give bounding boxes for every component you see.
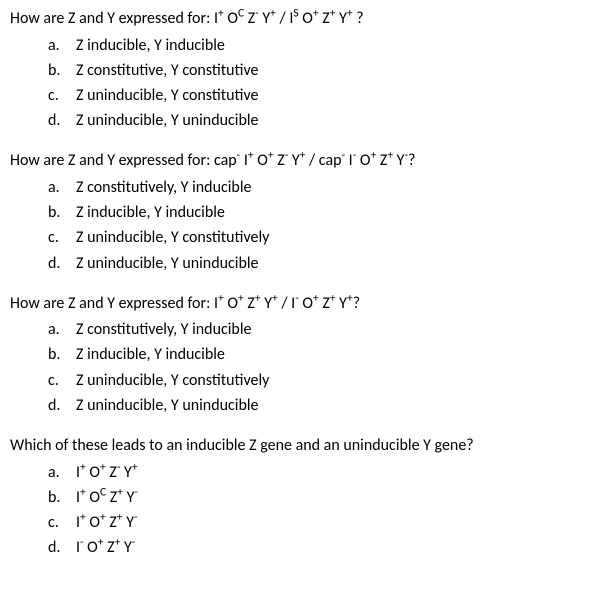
option-letter: c. [48, 511, 76, 534]
question-2-options: a. Z constitutively, Y inducible b. Z in… [10, 176, 586, 275]
option-text: Z uninducible, Y constitutive [76, 84, 259, 107]
question-3-prefix: How are Z and Y expressed for: [10, 294, 214, 313]
option-2c: c. Z uninducible, Y constitutively [48, 226, 586, 249]
option-1c: c. Z uninducible, Y constitutive [48, 84, 586, 107]
question-4-stem: Which of these leads to an inducible Z g… [10, 435, 586, 457]
option-letter: d. [48, 252, 76, 275]
question-4: Which of these leads to an inducible Z g… [10, 435, 586, 559]
option-2d: d. Z uninducible, Y uninducible [48, 252, 586, 275]
option-letter: d. [48, 536, 76, 559]
question-1-options: a. Z inducible, Y inducible b. Z constit… [10, 34, 586, 133]
option-letter: d. [48, 109, 76, 132]
option-3b: b. Z inducible, Y inducible [48, 343, 586, 366]
question-1-prefix: How are Z and Y expressed for: [10, 9, 214, 28]
question-2: How are Z and Y expressed for: cap- I+ O… [10, 150, 586, 274]
option-3a: a. Z constitutively, Y inducible [48, 318, 586, 341]
question-1: How are Z and Y expressed for: I+ OC Z- … [10, 8, 586, 132]
question-2-prefix: How are Z and Y expressed for: [10, 151, 214, 170]
option-3c: c. Z uninducible, Y constitutively [48, 369, 586, 392]
option-text: Z uninducible, Y constitutively [76, 226, 269, 249]
question-1-stem: How are Z and Y expressed for: I+ OC Z- … [10, 8, 586, 30]
option-letter: b. [48, 201, 76, 224]
option-text: Z uninducible, Y constitutively [76, 369, 269, 392]
option-letter: a. [48, 176, 76, 199]
option-text: Z uninducible, Y uninducible [76, 394, 259, 417]
question-4-options: a. I+ O+ Z- Y+ b. I+ OC Z+ Y- c. I+ O+ Z… [10, 461, 586, 560]
option-1d: d. Z uninducible, Y uninducible [48, 109, 586, 132]
option-letter: a. [48, 34, 76, 57]
option-2b: b. Z inducible, Y inducible [48, 201, 586, 224]
option-letter: b. [48, 343, 76, 366]
option-letter: b. [48, 59, 76, 82]
option-letter: b. [48, 486, 76, 509]
question-3-options: a. Z constitutively, Y inducible b. Z in… [10, 318, 586, 417]
question-2-stem: How are Z and Y expressed for: cap- I+ O… [10, 150, 586, 172]
option-2a: a. Z constitutively, Y inducible [48, 176, 586, 199]
option-4c: c. I+ O+ Z+ Y- [48, 511, 586, 534]
option-text: Z constitutively, Y inducible [76, 318, 251, 341]
option-text: Z inducible, Y inducible [76, 343, 225, 366]
option-text: I- O+ Z+ Y- [76, 536, 135, 559]
option-text: I+ O+ Z+ Y- [76, 511, 138, 534]
option-letter: c. [48, 84, 76, 107]
option-letter: d. [48, 394, 76, 417]
option-text: Z constitutively, Y inducible [76, 176, 251, 199]
option-text: I+ OC Z+ Y- [76, 486, 138, 509]
option-letter: c. [48, 226, 76, 249]
option-letter: a. [48, 318, 76, 341]
option-text: Z uninducible, Y uninducible [76, 109, 259, 132]
question-3-genotype: I+ O+ Z+ Y+ / I- O+ Z+ Y+? [214, 294, 360, 313]
option-4b: b. I+ OC Z+ Y- [48, 486, 586, 509]
question-3: How are Z and Y expressed for: I+ O+ Z+ … [10, 293, 586, 417]
question-2-genotype: cap- I+ O+ Z- Y+ / cap- I- O+ Z+ Y-? [214, 151, 415, 170]
question-3-stem: How are Z and Y expressed for: I+ O+ Z+ … [10, 293, 586, 315]
option-letter: a. [48, 461, 76, 484]
option-1a: a. Z inducible, Y inducible [48, 34, 586, 57]
question-1-genotype: I+ OC Z- Y+ / IS O+ Z+ Y+ ? [214, 9, 364, 28]
option-text: Z inducible, Y inducible [76, 34, 225, 57]
option-text: I+ O+ Z- Y+ [76, 461, 138, 484]
option-1b: b. Z constitutive, Y constitutive [48, 59, 586, 82]
option-4a: a. I+ O+ Z- Y+ [48, 461, 586, 484]
option-text: Z constitutive, Y constitutive [76, 59, 259, 82]
option-text: Z uninducible, Y uninducible [76, 252, 259, 275]
option-4d: d. I- O+ Z+ Y- [48, 536, 586, 559]
option-text: Z inducible, Y inducible [76, 201, 225, 224]
option-letter: c. [48, 369, 76, 392]
option-3d: d. Z uninducible, Y uninducible [48, 394, 586, 417]
